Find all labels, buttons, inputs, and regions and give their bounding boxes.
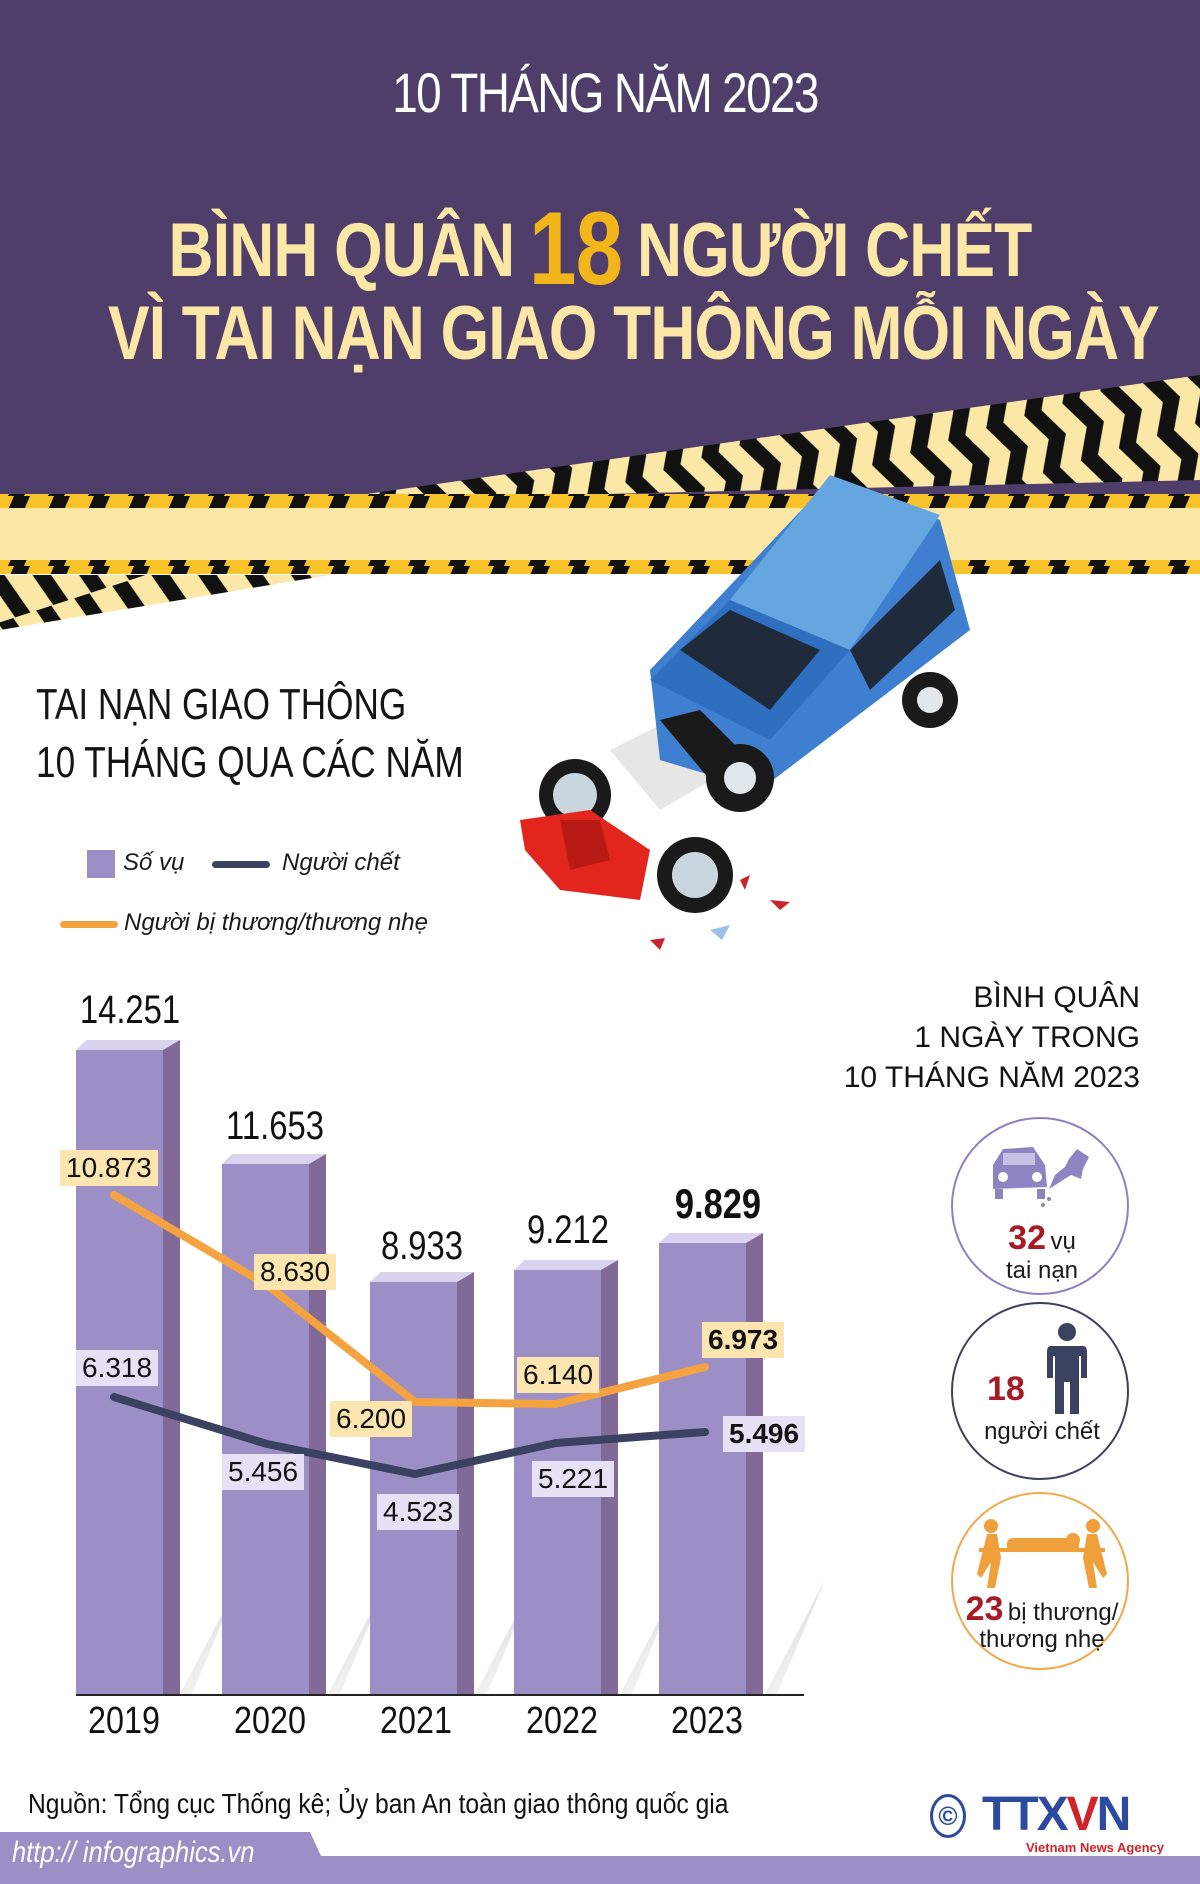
chart-title-line-1: TAI NẠN GIAO THÔNG: [36, 680, 407, 729]
website-link[interactable]: http:// infographics.vn: [12, 1836, 255, 1869]
stat-deaths: 18 người chết: [951, 1302, 1129, 1480]
ttxvn-logo: TTXVN: [982, 1788, 1131, 1841]
legend-injured-line-swatch: [60, 921, 118, 928]
caution-tape-graphic: [0, 375, 1200, 630]
deaths-label-2022: 5.221: [532, 1461, 615, 1497]
legend-deaths-line-swatch: [212, 861, 270, 868]
injured-label-2020: 8.630: [254, 1254, 337, 1290]
car-motorbike-crash-illustration: [520, 475, 970, 950]
x-label-2021: 2021: [380, 1700, 452, 1742]
x-label-2019: 2019: [88, 1700, 160, 1742]
deaths-label-2021: 4.523: [377, 1494, 460, 1530]
stat-injured-number: 23: [965, 1590, 1004, 1628]
bar-value-2019: 14.251: [79, 988, 181, 1032]
injured-label-2023: 6.973: [702, 1322, 785, 1358]
x-label-2020: 2020: [234, 1700, 306, 1742]
stat-injured: 23 bị thương/ thương nhẹ: [951, 1492, 1129, 1670]
deaths-line: [110, 1393, 709, 1478]
bar-value-2020: 11.653: [226, 1104, 324, 1148]
ttxvn-logo-subtitle: Vietnam News Agency: [1026, 1840, 1164, 1855]
headline-line-2: VÌ TAI NẠN GIAO THÔNG MỖI NGÀY: [108, 291, 1160, 376]
injured-line: [110, 1191, 709, 1408]
stat-accidents: 32 vụ tai nạn: [951, 1117, 1129, 1295]
stat-accidents-number: 32: [1008, 1219, 1046, 1257]
x-label-2023: 2023: [671, 1700, 743, 1742]
daily-average-title: BÌNH QUÂN 1 NGÀY TRONG 10 THÁNG NĂM 2023: [843, 981, 1140, 1094]
headline-post: NGƯỜI CHẾT: [637, 208, 1032, 293]
bar-value-2023: 9.829: [674, 1180, 762, 1227]
headline-line-1: BÌNH QUÂN 18 NGƯỜI CHẾT: [108, 190, 1092, 309]
injured-label-2019: 10.873: [60, 1150, 158, 1186]
person-icon: [1047, 1323, 1087, 1414]
x-label-2022: 2022: [526, 1700, 598, 1742]
car-crash-icon: [993, 1147, 1089, 1207]
deaths-label-2019: 6.318: [76, 1350, 159, 1386]
copyright-icon: ©: [930, 1794, 966, 1838]
legend-bar-swatch: [87, 850, 115, 878]
chart-title-line-2: 10 THÁNG QUA CÁC NĂM: [36, 738, 464, 787]
bar-value-2021: 8.933: [380, 1224, 464, 1268]
header-kicker: 10 THÁNG NĂM 2023: [392, 61, 819, 124]
chart-baseline: [76, 1694, 804, 1696]
deaths-label-2023: 5.496: [723, 1416, 806, 1452]
footer-tab: [0, 1832, 334, 1884]
headline-number: 18: [529, 191, 623, 307]
headline-pre: BÌNH QUÂN: [168, 208, 516, 293]
stretcher-icon: [977, 1519, 1107, 1588]
chart-title: TAI NẠN GIAO THÔNG 10 THÁNG QUA CÁC NĂM: [36, 676, 464, 792]
source-note: Nguồn: Tổng cục Thống kê; Ủy ban An toàn…: [28, 1788, 729, 1819]
injured-label-2022: 6.140: [517, 1357, 600, 1393]
deaths-label-2020: 5.456: [222, 1454, 305, 1490]
injured-label-2021: 6.200: [330, 1401, 413, 1437]
stat-deaths-number: 18: [987, 1370, 1025, 1408]
bar-value-2022: 9.212: [526, 1208, 610, 1252]
